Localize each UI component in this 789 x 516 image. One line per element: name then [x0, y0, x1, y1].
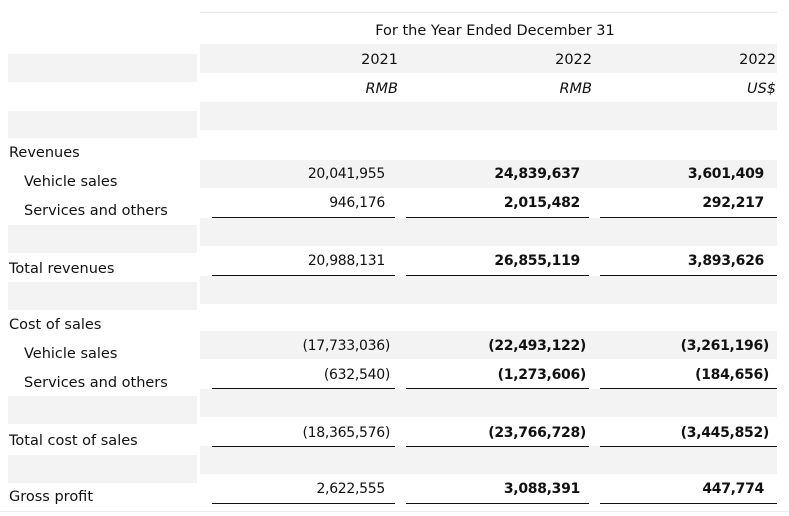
revenue-services-2021: 946,176: [329, 195, 385, 211]
data-shade: [200, 446, 777, 474]
gross-profit-2022-rmb: 3,088,391: [503, 481, 580, 497]
underline: [212, 275, 395, 276]
total-revenues-label: Total revenues: [9, 261, 115, 277]
bottom-divider: [0, 511, 789, 512]
label-shade: [8, 111, 197, 138]
revenue-services-2022-rmb: 2,015,482: [503, 195, 580, 211]
cost-vehicle-2021: (17,733,036): [302, 338, 391, 354]
cost-vehicle-2022-rmb: (22,493,122): [488, 338, 586, 354]
revenue-vehicle-sales-label: Vehicle sales: [24, 174, 118, 190]
data-shade: [200, 389, 777, 417]
cost-vehicle-sales-label: Vehicle sales: [24, 346, 118, 362]
year-col-1: 2021: [361, 52, 398, 68]
revenue-vehicle-2022-usd: 3,601,409: [687, 166, 764, 182]
revenue-services-label: Services and others: [24, 203, 168, 219]
underline: [212, 503, 395, 504]
data-shade: [200, 331, 777, 359]
gross-profit-2022-usd: 447,774: [702, 481, 764, 497]
revenues-heading: Revenues: [9, 145, 80, 161]
gross-profit-label: Gross profit: [9, 489, 94, 505]
underline: [600, 217, 777, 218]
total-revenues-2022-rmb: 26,855,119: [494, 253, 580, 269]
underline: [212, 446, 395, 447]
total-revenues-2022-usd: 3,893,626: [687, 253, 764, 269]
cost-vehicle-2022-usd: (3,261,196): [680, 338, 770, 354]
top-divider: [200, 12, 777, 13]
label-shade: [8, 54, 197, 82]
underline: [212, 388, 395, 389]
total-cost-of-sales-label: Total cost of sales: [9, 433, 138, 449]
underline: [600, 275, 777, 276]
underline: [406, 503, 589, 504]
cost-services-2022-usd: (184,656): [695, 367, 769, 383]
total-cost-2022-usd: (3,445,852): [680, 425, 770, 441]
currency-col-2: RMB: [559, 81, 592, 97]
label-shade: [8, 282, 197, 310]
data-shade: [200, 218, 777, 246]
cost-services-label: Services and others: [24, 375, 168, 391]
cost-services-2022-rmb: (1,273,606): [497, 367, 587, 383]
label-shade: [8, 396, 197, 424]
data-shade: [200, 102, 777, 130]
currency-col-3: US$: [746, 81, 776, 97]
year-col-3: 2022: [739, 52, 776, 68]
cost-services-2021: (632,540): [323, 367, 390, 383]
currency-col-1: RMB: [365, 81, 398, 97]
header-shade: [200, 44, 777, 73]
underline: [600, 446, 777, 447]
data-shade: [200, 276, 777, 304]
underline: [406, 446, 589, 447]
total-cost-2021: (18,365,576): [302, 425, 391, 441]
label-shade: [8, 455, 197, 483]
cost-of-sales-heading: Cost of sales: [9, 317, 102, 333]
underline: [406, 275, 589, 276]
total-revenues-2021: 20,988,131: [307, 253, 385, 269]
year-col-2: 2022: [555, 52, 592, 68]
underline: [212, 217, 395, 218]
total-cost-2022-rmb: (23,766,728): [488, 425, 586, 441]
underline: [406, 388, 589, 389]
underline: [406, 217, 589, 218]
gross-profit-2021: 2,622,555: [316, 481, 385, 497]
revenue-vehicle-2021: 20,041,955: [307, 166, 385, 182]
revenue-vehicle-2022-rmb: 24,839,637: [494, 166, 580, 182]
underline: [600, 388, 777, 389]
label-shade: [8, 225, 197, 253]
data-shade: [200, 160, 777, 188]
period-header: For the Year Ended December 31: [375, 23, 615, 39]
revenue-services-2022-usd: 292,217: [702, 195, 764, 211]
underline: [600, 503, 777, 504]
